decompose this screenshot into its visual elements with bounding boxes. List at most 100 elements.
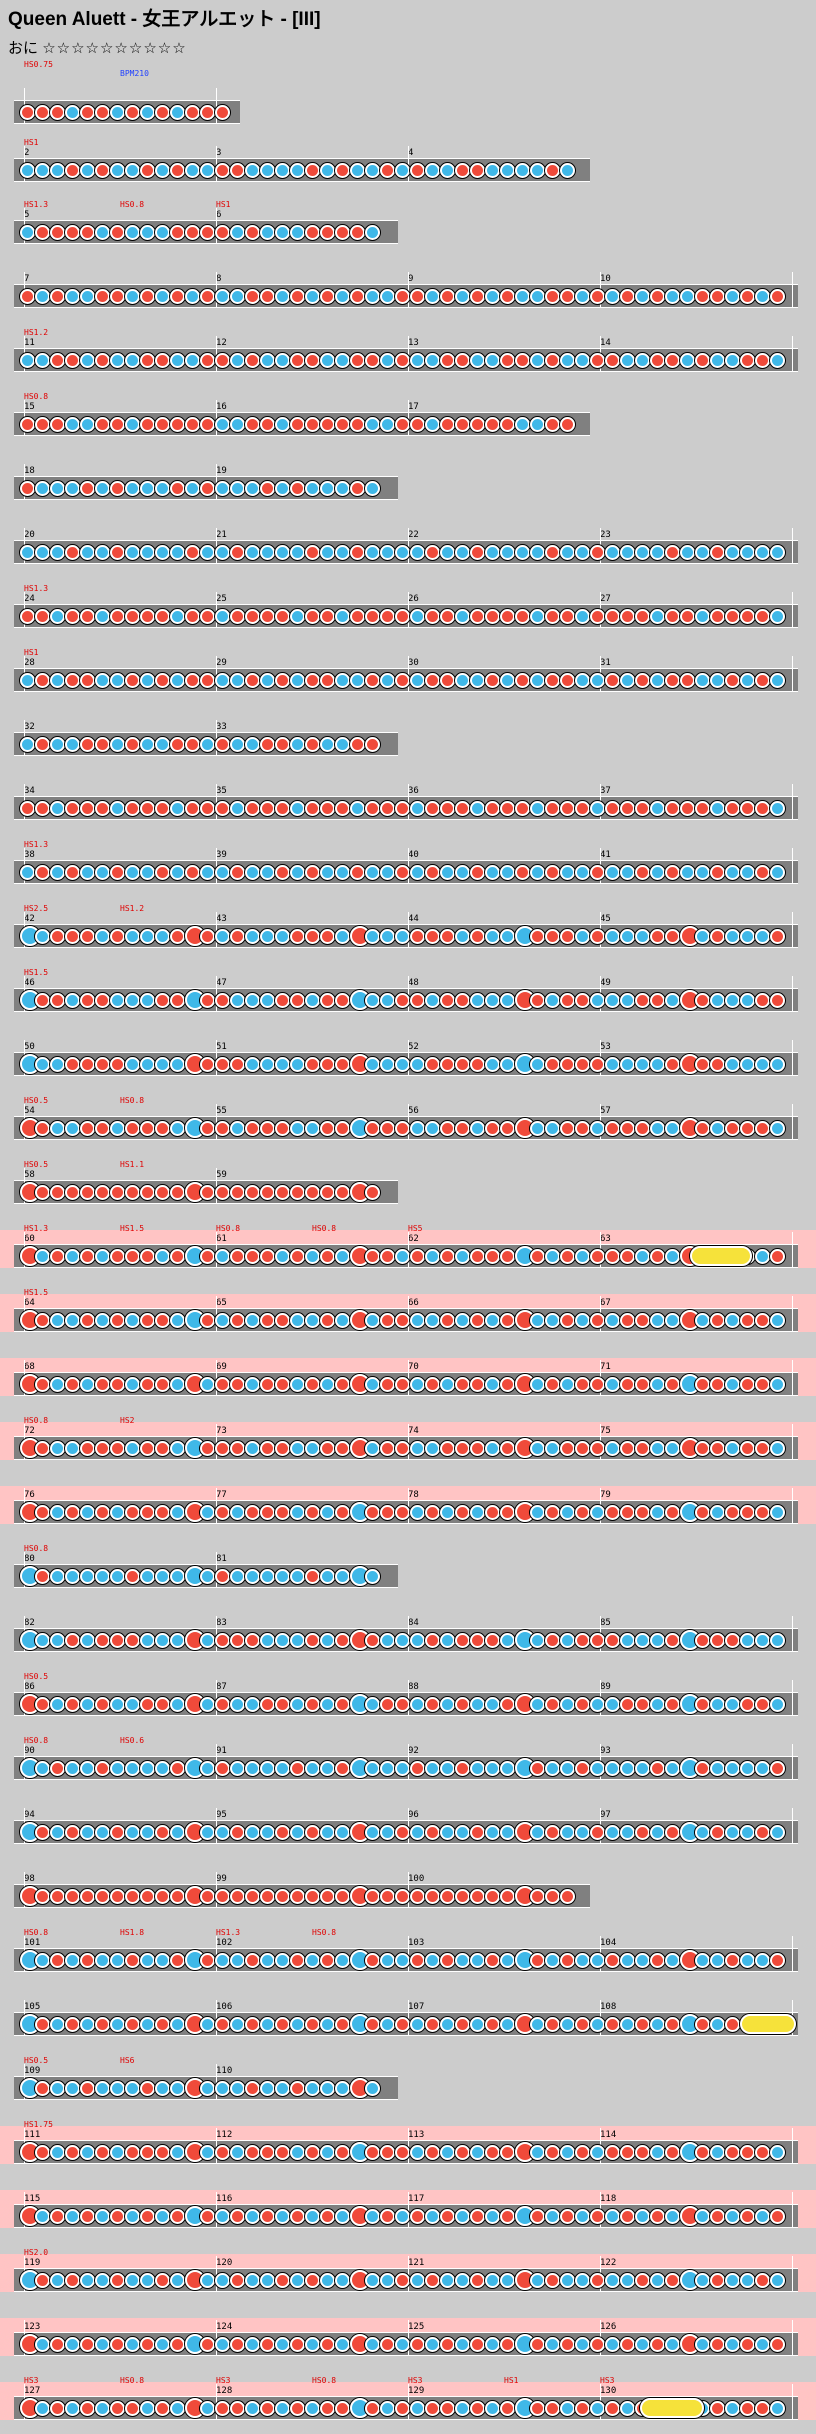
ka-note [380,1632,395,1648]
don-note [320,2336,335,2352]
don-note [155,1312,170,1328]
ka-note [320,1696,335,1712]
ka-note [95,1248,110,1264]
don-note [545,1376,560,1392]
don-note [200,1120,215,1136]
ka-note [110,162,125,178]
don-note [230,544,245,560]
ka-note [365,1760,380,1776]
don-note [665,864,680,880]
ka-note [500,1952,515,1968]
ka-note [335,928,350,944]
ka-note [245,1760,260,1776]
bar-line [792,1680,793,1716]
ka-note [530,1120,545,1136]
don-note [230,1376,245,1392]
speed-marker: HS0.5 [24,1096,49,1105]
don-note [275,1824,290,1840]
measure-number: 36 [408,786,419,796]
ka-note [305,288,320,304]
ka-note [485,1056,500,1072]
ka-note [410,1120,425,1136]
ka-note [245,864,260,880]
measure-number: 115 [24,2194,41,2204]
don-note [155,104,170,120]
don-note [695,1440,710,1456]
don-note [635,608,650,624]
ka-note [620,1056,635,1072]
ka-note [470,1952,485,1968]
ka-note [155,736,170,752]
ka-note [335,352,350,368]
ka-note [770,672,785,688]
ka-note [275,2208,290,2224]
ka-note [230,2144,245,2160]
don-note [65,162,80,178]
ka-note [320,352,335,368]
don-note [125,800,140,816]
don-note [305,864,320,880]
ka-note [290,672,305,688]
don-note [755,1376,770,1392]
don-note [275,992,290,1008]
measure-number: 19 [216,466,227,476]
don-note [500,288,515,304]
don-note [230,2336,245,2352]
ka-note [515,288,530,304]
ka-note [50,1312,65,1328]
ka-note [275,162,290,178]
don-note [275,2144,290,2160]
don-note [485,1952,500,1968]
ka-note [110,2144,125,2160]
ka-note [500,1056,515,1072]
don-note [305,1888,320,1904]
ka-note [245,1824,260,1840]
don-note [290,928,305,944]
ka-note [230,2016,245,2032]
ka-note [335,736,350,752]
ka-note [605,992,620,1008]
chart-row: HS0.5 HS1.1 58 59 [0,1158,816,1218]
don-note [755,1696,770,1712]
don-note [245,2016,260,2032]
don-note [530,1888,545,1904]
speed-marker: HS0.8 [120,1096,145,1105]
speed-marker: HS1.3 [24,200,49,209]
don-note [365,2144,380,2160]
ka-note [80,352,95,368]
don-note [35,1696,50,1712]
don-note [110,480,125,496]
don-note [575,800,590,816]
ka-note [395,2208,410,2224]
don-note [155,992,170,1008]
bar-line [408,1232,409,1268]
don-note [380,1120,395,1136]
ka-note [710,992,725,1008]
ka-note [665,1248,680,1264]
don-note [440,2400,455,2416]
measure-number: 116 [216,2194,233,2204]
measure-number: 2 [24,148,30,158]
bar-line [408,1872,409,1908]
ka-note [440,2272,455,2288]
ka-note [410,800,425,816]
speed-marker: HS1.3 [24,584,49,593]
ka-note [185,352,200,368]
don-note [125,2400,140,2416]
drumroll-note [740,2014,796,2034]
ka-note [530,1056,545,1072]
ka-note [365,2080,380,2096]
don-note [425,2400,440,2416]
don-note [35,1440,50,1456]
don-note [80,104,95,120]
ka-note [170,2272,185,2288]
ka-note [110,1696,125,1712]
don-note [545,2016,560,2032]
don-note [635,800,650,816]
don-note [185,416,200,432]
don-note [710,1376,725,1392]
don-note [665,352,680,368]
ka-note [635,1760,650,1776]
don-note [65,224,80,240]
don-note [275,2016,290,2032]
